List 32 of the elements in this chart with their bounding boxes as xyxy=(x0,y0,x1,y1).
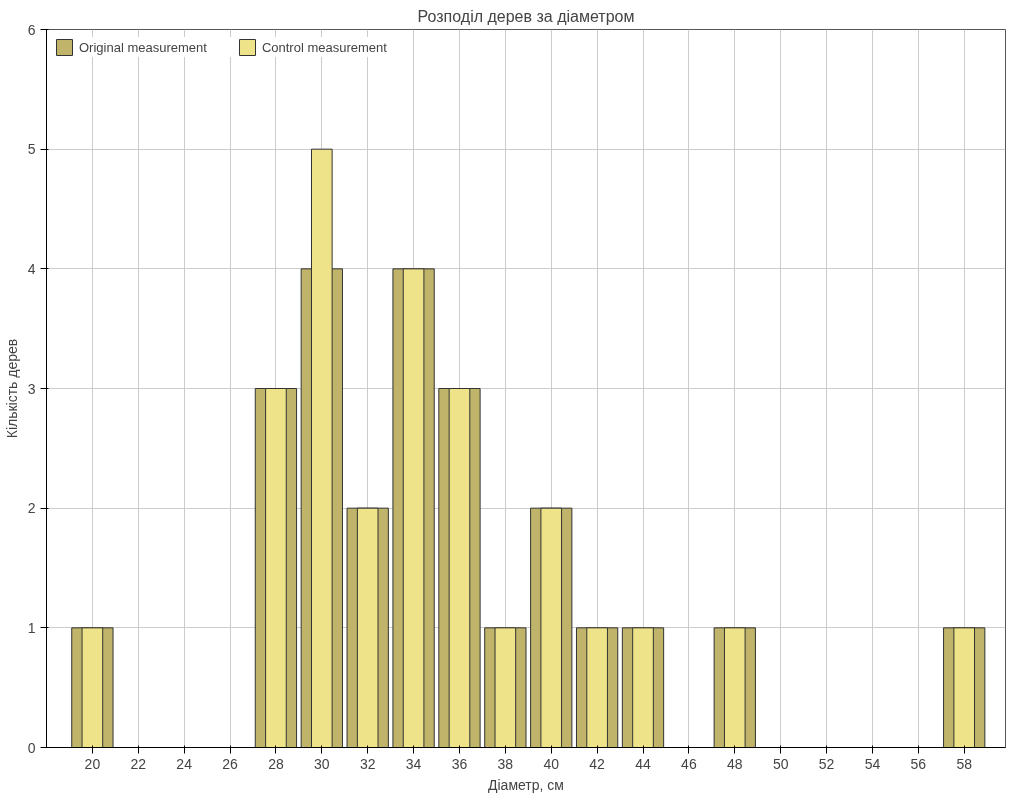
x-tick-label: 42 xyxy=(589,755,606,772)
x-tick-label: 22 xyxy=(130,755,147,772)
x-tick-label: 38 xyxy=(497,755,514,772)
y-tick-label: 5 xyxy=(27,141,36,158)
x-tick-label: 30 xyxy=(314,755,330,772)
x-tick-label: 26 xyxy=(222,755,239,772)
y-tick-label: 0 xyxy=(27,739,36,756)
x-tick-label: 46 xyxy=(681,755,697,772)
x-tick-label: 36 xyxy=(451,755,468,772)
x-tick-label: 34 xyxy=(405,755,422,772)
x-tick-label: 20 xyxy=(84,755,101,772)
y-tick-label: 1 xyxy=(27,619,36,636)
x-tick-label: 40 xyxy=(543,755,560,772)
x-tick-label: 32 xyxy=(359,755,376,772)
x-axis-title: Діаметр, см xyxy=(488,776,564,793)
x-tick-label: 24 xyxy=(176,755,193,772)
x-tick-label: 48 xyxy=(726,755,743,772)
y-tick-label: 3 xyxy=(27,380,36,397)
x-tick-label: 44 xyxy=(635,755,652,772)
y-axis-title: Кількість дерев xyxy=(3,338,20,439)
legend-label: Original measurement xyxy=(79,39,207,55)
legend-label: Control measurement xyxy=(261,39,387,55)
x-tick-label: 56 xyxy=(910,755,927,772)
chart-title: Розподіл дерев за діаметром xyxy=(417,7,635,25)
x-tick-label: 28 xyxy=(268,755,284,772)
y-tick-label: 2 xyxy=(27,500,36,517)
x-tick-label: 54 xyxy=(864,755,881,772)
x-tick-label: 50 xyxy=(772,755,789,772)
y-tick-label: 6 xyxy=(27,21,36,38)
x-tick-label: 52 xyxy=(818,755,835,772)
y-tick-label: 4 xyxy=(27,260,36,277)
x-tick-label: 58 xyxy=(956,755,973,772)
